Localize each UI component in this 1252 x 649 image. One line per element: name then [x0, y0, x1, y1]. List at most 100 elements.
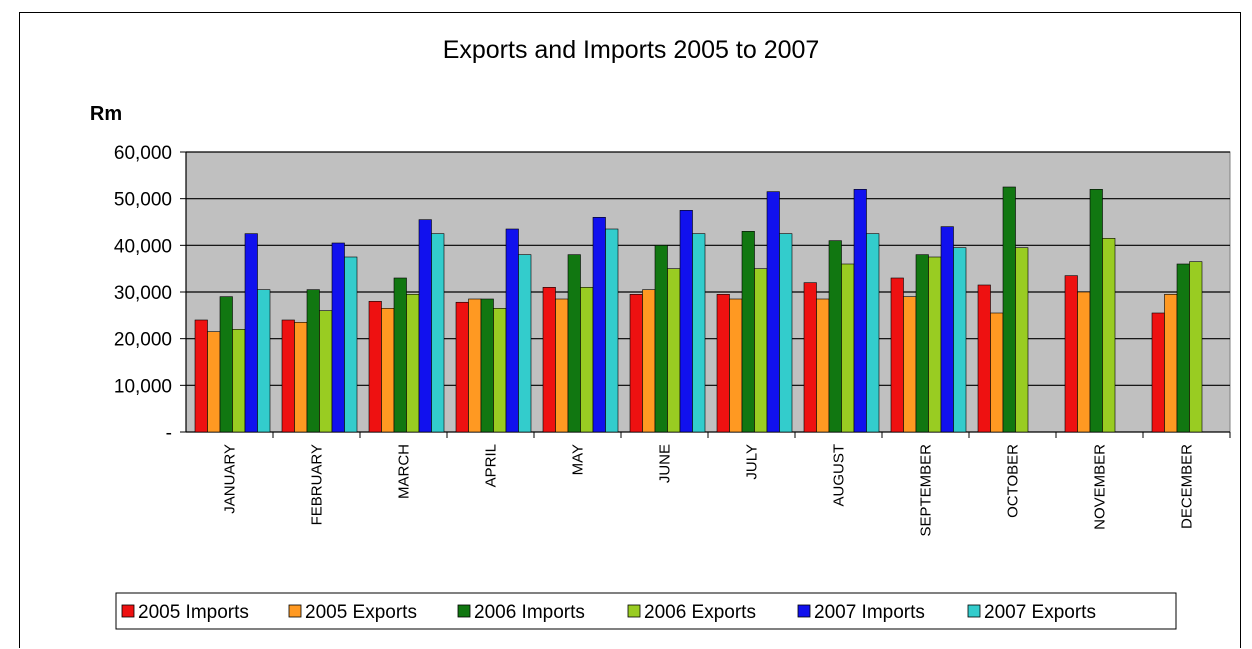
- bar: [505, 228, 519, 433]
- bar: [257, 289, 271, 433]
- bar: [890, 277, 904, 433]
- bar: [518, 254, 532, 433]
- bar: [629, 294, 643, 433]
- bar: [344, 256, 358, 433]
- bar: [1189, 261, 1203, 433]
- bar: [977, 284, 991, 433]
- bar: [841, 263, 855, 433]
- legend-label: 2007 Imports: [814, 602, 925, 623]
- bar: [493, 308, 507, 433]
- bar: [281, 319, 295, 433]
- bar: [207, 331, 221, 433]
- legend-label: 2007 Exports: [984, 602, 1096, 623]
- bar: [741, 231, 755, 433]
- legend-swatch: [627, 604, 641, 618]
- bar: [866, 233, 880, 433]
- legend-label: 2006 Exports: [644, 602, 756, 623]
- bar: [294, 322, 308, 433]
- bar: [244, 233, 258, 433]
- legend-swatch: [121, 604, 135, 618]
- y-tick-label: -: [166, 423, 172, 444]
- bar: [915, 254, 929, 433]
- bar: [642, 289, 656, 433]
- bar: [393, 277, 407, 433]
- bar: [567, 254, 581, 433]
- bar: [692, 233, 706, 433]
- bar: [319, 310, 333, 433]
- bar: [368, 301, 382, 433]
- bar: [803, 282, 817, 433]
- x-tick-label: FEBRUARY: [309, 444, 326, 525]
- bar: [418, 219, 432, 433]
- bar: [766, 191, 780, 433]
- bar: [232, 329, 246, 433]
- bar: [853, 189, 867, 433]
- bar: [940, 226, 954, 433]
- bar: [1015, 247, 1029, 433]
- legend-swatch: [288, 604, 302, 618]
- bar: [468, 298, 482, 433]
- x-tick-label: MAY: [570, 444, 587, 475]
- bar: [1151, 312, 1165, 433]
- bar: [1102, 238, 1116, 433]
- legend-swatch: [967, 604, 981, 618]
- bar: [194, 319, 208, 433]
- bar: [580, 287, 594, 433]
- y-tick-label: 60,000: [114, 143, 172, 164]
- y-tick-label: 10,000: [114, 376, 172, 397]
- x-tick-label: MARCH: [396, 444, 413, 499]
- y-tick-label: 20,000: [114, 330, 172, 351]
- legend-label: 2006 Imports: [474, 602, 585, 623]
- bar: [679, 210, 693, 433]
- bar: [455, 301, 469, 433]
- bar: [1176, 263, 1190, 433]
- bar: [1164, 294, 1178, 433]
- bar: [816, 298, 830, 433]
- bar: [953, 247, 967, 433]
- bar: [406, 294, 420, 433]
- bar: [605, 228, 619, 433]
- bar: [779, 233, 793, 433]
- x-tick-label: JULY: [744, 444, 761, 480]
- y-tick-label: 50,000: [114, 190, 172, 211]
- bar: [219, 296, 233, 433]
- x-tick-label: OCTOBER: [1005, 444, 1022, 518]
- bar: [542, 287, 556, 433]
- bar: [480, 298, 494, 433]
- bar: [654, 245, 668, 433]
- legend-label: 2005 Imports: [138, 602, 249, 623]
- bar-chart: Exports and Imports 2005 to 2007 Rm - 10,00…: [90, 36, 1231, 630]
- x-tick-label: AUGUST: [831, 444, 848, 507]
- bar: [431, 233, 445, 433]
- x-tick-label: SEPTEMBER: [918, 444, 935, 537]
- y-tick-label: 30,000: [114, 283, 172, 304]
- chart-title: Exports and Imports 2005 to 2007: [443, 36, 820, 64]
- bar: [928, 256, 942, 433]
- legend-swatch: [457, 604, 471, 618]
- bar: [667, 268, 681, 433]
- bar: [729, 298, 743, 433]
- bar: [381, 308, 395, 433]
- bar: [990, 312, 1004, 433]
- bar: [828, 240, 842, 433]
- y-tick-label: 40,000: [114, 236, 172, 257]
- bar: [331, 242, 345, 433]
- chart-frame: Exports and Imports 2005 to 2007 Rm - 10,00…: [19, 12, 1241, 648]
- x-tick-label: JUNE: [657, 444, 674, 483]
- bar: [1064, 275, 1078, 433]
- bar: [592, 217, 606, 433]
- bar: [1002, 186, 1016, 433]
- bar: [1077, 291, 1091, 433]
- legend-label: 2005 Exports: [305, 602, 417, 623]
- y-axis-label: Rm: [90, 103, 122, 125]
- x-tick-label: JANUARY: [222, 444, 239, 514]
- bar: [306, 289, 320, 433]
- x-tick-label: APRIL: [483, 444, 500, 487]
- bar: [754, 268, 768, 433]
- bar: [903, 296, 917, 433]
- legend-swatch: [797, 604, 811, 618]
- x-tick-label: NOVEMBER: [1092, 444, 1109, 530]
- bar: [716, 294, 730, 433]
- x-tick-label: DECEMBER: [1179, 444, 1196, 529]
- bar: [1089, 189, 1103, 433]
